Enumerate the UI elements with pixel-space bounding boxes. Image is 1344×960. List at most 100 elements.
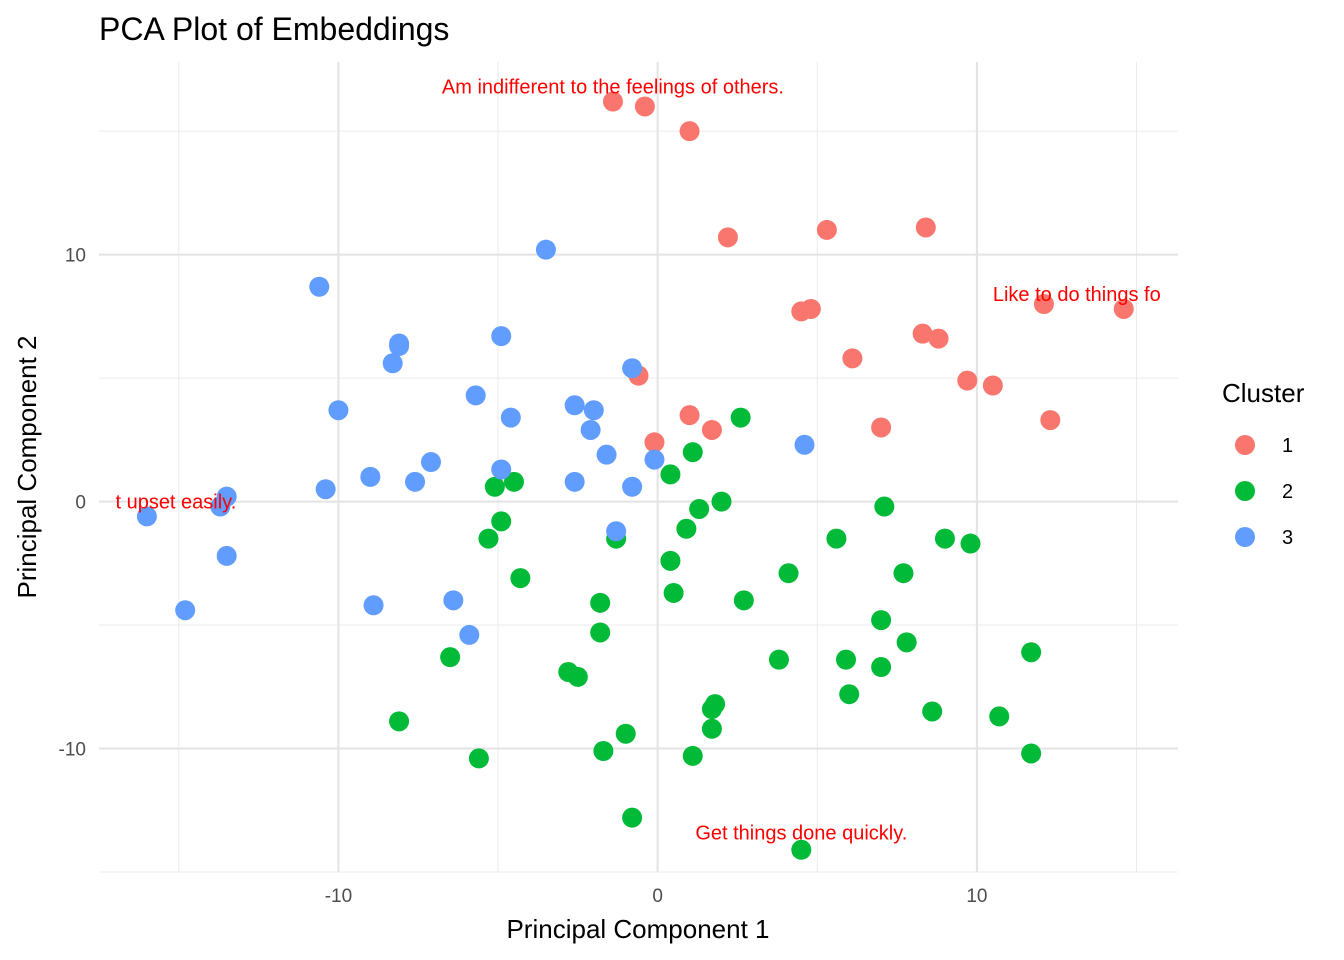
- cluster-3-point: [535, 239, 556, 260]
- cluster-3-point: [606, 521, 627, 542]
- cluster-2-point: [468, 748, 489, 769]
- point-annotation: Like to do things fo: [993, 284, 1161, 306]
- cluster-3-point: [580, 419, 601, 440]
- cluster-3-point: [465, 385, 486, 406]
- x-tick-label: 0: [652, 886, 663, 907]
- cluster-2-point: [622, 807, 643, 828]
- y-axis-title: Principal Component 2: [12, 335, 42, 598]
- cluster-1-point: [644, 432, 665, 453]
- cluster-2-point: [1021, 642, 1042, 663]
- cluster-1-point: [1113, 298, 1134, 319]
- legend-title: Cluster: [1222, 378, 1305, 408]
- legend-label-2: 2: [1282, 481, 1293, 503]
- legend-label-1: 1: [1282, 435, 1293, 457]
- cluster-3-point: [382, 353, 403, 374]
- cluster-2-point: [389, 711, 410, 732]
- cluster-2-point: [593, 740, 614, 761]
- cluster-2-point: [711, 491, 732, 512]
- cluster-3-point: [564, 395, 585, 416]
- cluster-3-point: [583, 400, 604, 421]
- cluster-2-point: [934, 528, 955, 549]
- cluster-2-point: [478, 528, 499, 549]
- cluster-3-point: [794, 434, 815, 455]
- cluster-1-point: [816, 219, 837, 240]
- cluster-3-point: [363, 595, 384, 616]
- cluster-3-point: [216, 545, 237, 566]
- point-annotation: Get things done quickly.: [695, 822, 907, 844]
- cluster-3-point: [564, 471, 585, 492]
- cluster-2-point: [778, 563, 799, 584]
- cluster-2-point: [504, 471, 524, 492]
- cluster-1-point: [915, 217, 936, 238]
- cluster-3-point: [622, 476, 643, 497]
- cluster-3-point: [175, 600, 196, 621]
- cluster-3-point: [405, 471, 426, 492]
- plot-grid: [99, 62, 1178, 873]
- cluster-2-point: [839, 684, 860, 705]
- cluster-2-point: [893, 563, 914, 584]
- cluster-3-point: [644, 449, 665, 470]
- cluster-2-point: [590, 592, 611, 613]
- cluster-2-point: [836, 649, 856, 670]
- plot-annotations: Am indifferent to the feelings of others…: [115, 77, 1160, 845]
- cluster-1-point: [842, 348, 863, 369]
- x-axis-title: Principal Component 1: [506, 914, 769, 944]
- cluster-2-point: [689, 498, 710, 519]
- x-tick-label: 10: [966, 886, 987, 907]
- cluster-3-point: [491, 326, 512, 347]
- cluster-2-point: [676, 518, 697, 539]
- cluster-2-point: [701, 718, 722, 739]
- cluster-3-point: [389, 335, 410, 356]
- cluster-1-point: [701, 419, 722, 440]
- cluster-2-point: [922, 701, 943, 722]
- legend-label-3: 3: [1282, 527, 1293, 549]
- cluster-2-point: [510, 568, 531, 589]
- cluster-3-point: [210, 496, 231, 517]
- cluster-2-point: [730, 407, 751, 428]
- cluster-2-point: [960, 533, 981, 554]
- cluster-3-point: [596, 444, 617, 465]
- cluster-2-point: [791, 839, 812, 860]
- cluster-1-point: [982, 375, 1003, 396]
- y-tick-label: 0: [75, 493, 86, 514]
- cluster-2-point: [1021, 743, 1042, 764]
- x-tick-label: -10: [325, 886, 352, 907]
- cluster-1-point: [1033, 294, 1054, 315]
- cluster-2-point: [440, 647, 461, 668]
- cluster-1-point: [871, 417, 892, 438]
- cluster-2-point: [663, 582, 684, 603]
- cluster-1-point: [1040, 410, 1061, 431]
- cluster-2-point: [871, 657, 892, 678]
- cluster-3-point: [622, 358, 643, 379]
- cluster-1-point: [679, 405, 700, 426]
- cluster-2-point: [874, 496, 895, 517]
- cluster-1-point: [634, 96, 655, 117]
- cluster-3-point: [459, 624, 480, 645]
- cluster-2-point: [567, 666, 588, 687]
- cluster-3-point: [136, 506, 157, 527]
- cluster-2-point: [491, 511, 512, 532]
- cluster-1-point: [717, 227, 738, 248]
- cluster-1-point: [679, 121, 700, 142]
- cluster-3-point: [315, 479, 336, 500]
- cluster-2-point: [733, 590, 754, 611]
- cluster-1-point: [957, 370, 978, 391]
- cluster-2-point: [682, 745, 703, 766]
- cluster-2-point: [615, 723, 636, 744]
- cluster-2-point: [701, 699, 722, 720]
- axis-ticks: -10 0 10 10 0 -10: [59, 246, 988, 907]
- legend-key-3: [1235, 527, 1255, 547]
- cluster-2-point: [660, 464, 681, 485]
- cluster-2-point: [826, 528, 847, 549]
- cluster-3-point: [491, 459, 512, 480]
- y-tick-label: 10: [65, 246, 86, 267]
- cluster-1-point: [928, 328, 949, 349]
- cluster-3-point: [309, 276, 330, 297]
- cluster-2-point: [590, 622, 611, 643]
- cluster-2-point: [989, 706, 1010, 727]
- cluster-2-point: [484, 476, 505, 497]
- cluster-3-point: [328, 400, 349, 421]
- cluster-2-point: [871, 610, 892, 631]
- point-annotation: Am indifferent to the feelings of others…: [442, 77, 784, 99]
